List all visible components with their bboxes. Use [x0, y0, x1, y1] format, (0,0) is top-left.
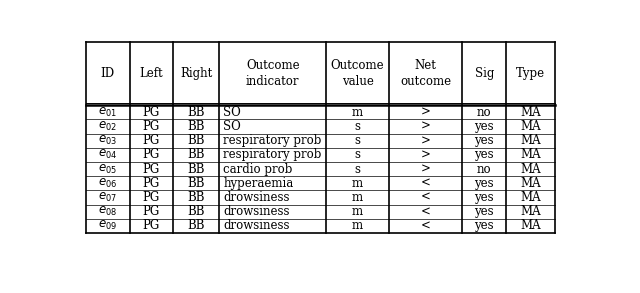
Text: MA: MA: [520, 205, 541, 218]
Text: Left: Left: [140, 67, 163, 80]
Text: s: s: [355, 163, 360, 176]
Text: PG: PG: [143, 177, 160, 190]
Text: SO: SO: [223, 106, 241, 119]
Text: m: m: [352, 219, 363, 232]
Text: PG: PG: [143, 148, 160, 161]
Text: MA: MA: [520, 134, 541, 147]
Text: MA: MA: [520, 177, 541, 190]
Text: respiratory prob: respiratory prob: [223, 134, 322, 147]
Text: MA: MA: [520, 120, 541, 133]
Text: cardio prob: cardio prob: [223, 163, 292, 176]
Text: >: >: [420, 106, 431, 119]
Text: yes: yes: [474, 219, 494, 232]
Text: yes: yes: [474, 191, 494, 204]
Text: BB: BB: [188, 205, 205, 218]
Text: <: <: [420, 177, 431, 190]
Text: hyperaemia: hyperaemia: [223, 177, 294, 190]
Text: >: >: [420, 134, 431, 147]
Text: m: m: [352, 177, 363, 190]
Text: PG: PG: [143, 205, 160, 218]
Text: BB: BB: [188, 120, 205, 133]
Text: ID: ID: [100, 67, 115, 80]
Text: BB: BB: [188, 191, 205, 204]
Text: PG: PG: [143, 134, 160, 147]
Text: $e_{04}$: $e_{04}$: [98, 148, 117, 161]
Text: Outcome
value: Outcome value: [331, 59, 385, 88]
Text: $e_{03}$: $e_{03}$: [99, 134, 117, 147]
Text: m: m: [352, 106, 363, 119]
Text: $e_{01}$: $e_{01}$: [99, 106, 117, 119]
Text: yes: yes: [474, 148, 494, 161]
Text: >: >: [420, 120, 431, 133]
Text: BB: BB: [188, 163, 205, 176]
Text: PG: PG: [143, 106, 160, 119]
Text: s: s: [355, 120, 360, 133]
Text: PG: PG: [143, 219, 160, 232]
Text: BB: BB: [188, 106, 205, 119]
Text: >: >: [420, 163, 431, 176]
Text: Sig: Sig: [474, 67, 494, 80]
Text: <: <: [420, 191, 431, 204]
Text: no: no: [477, 106, 492, 119]
Text: >: >: [420, 148, 431, 161]
Text: s: s: [355, 134, 360, 147]
Text: BB: BB: [188, 219, 205, 232]
Text: BB: BB: [188, 177, 205, 190]
Text: $e_{09}$: $e_{09}$: [98, 219, 117, 232]
Text: $e_{06}$: $e_{06}$: [98, 177, 117, 190]
Text: drowsiness: drowsiness: [223, 191, 290, 204]
Text: drowsiness: drowsiness: [223, 219, 290, 232]
Text: MA: MA: [520, 106, 541, 119]
Text: yes: yes: [474, 120, 494, 133]
Text: yes: yes: [474, 205, 494, 218]
Text: s: s: [355, 148, 360, 161]
Text: MA: MA: [520, 219, 541, 232]
Text: $e_{05}$: $e_{05}$: [99, 163, 117, 176]
Text: no: no: [477, 163, 492, 176]
Text: $e_{07}$: $e_{07}$: [99, 191, 117, 204]
Text: Outcome
indicator: Outcome indicator: [246, 59, 300, 88]
Text: yes: yes: [474, 177, 494, 190]
Text: respiratory prob: respiratory prob: [223, 148, 322, 161]
Text: PG: PG: [143, 163, 160, 176]
Text: $e_{08}$: $e_{08}$: [98, 205, 117, 218]
Text: BB: BB: [188, 148, 205, 161]
Text: BB: BB: [188, 134, 205, 147]
Text: SO: SO: [223, 120, 241, 133]
Text: PG: PG: [143, 191, 160, 204]
Text: Type: Type: [516, 67, 545, 80]
Text: PG: PG: [143, 120, 160, 133]
Text: drowsiness: drowsiness: [223, 205, 290, 218]
Text: Right: Right: [180, 67, 212, 80]
Text: yes: yes: [474, 134, 494, 147]
Text: MA: MA: [520, 163, 541, 176]
Text: MA: MA: [520, 191, 541, 204]
Text: m: m: [352, 191, 363, 204]
Text: $e_{02}$: $e_{02}$: [99, 120, 117, 133]
Text: <: <: [420, 219, 431, 232]
Text: <: <: [420, 205, 431, 218]
Text: Net
outcome: Net outcome: [400, 59, 451, 88]
Text: MA: MA: [520, 148, 541, 161]
Text: m: m: [352, 205, 363, 218]
